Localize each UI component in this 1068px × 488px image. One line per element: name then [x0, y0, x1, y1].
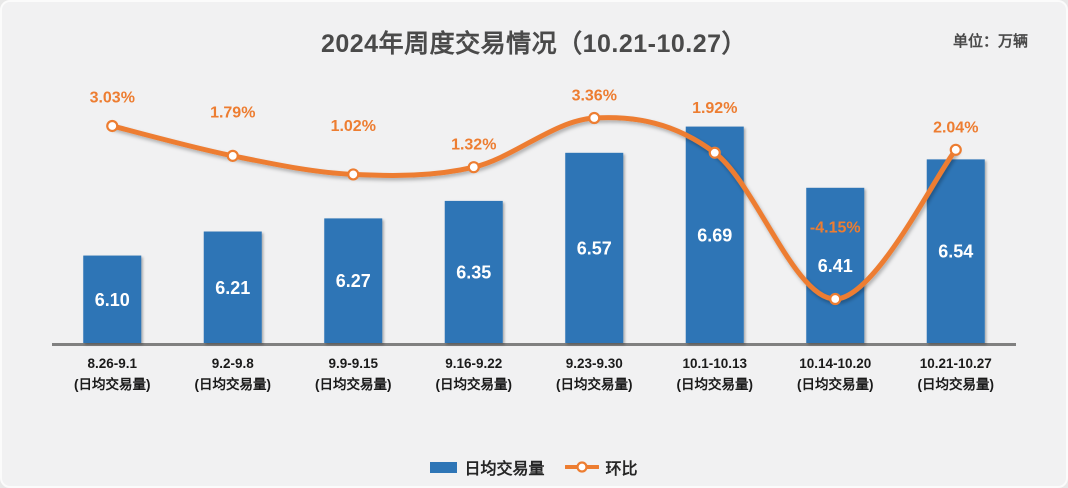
bar-9.23-9.30 — [565, 152, 624, 343]
bar-value-label: 6.27 — [336, 271, 371, 291]
legend-item-line-series: 环比 — [564, 455, 638, 479]
legend: 日均交易量 环比 — [2, 454, 1066, 480]
chart-title: 2024年周度交易情况（10.21-10.27） — [320, 30, 748, 58]
bar-10.1-10.13 — [685, 126, 744, 343]
bar-10.14-10.20 — [806, 187, 865, 343]
line-marker — [949, 143, 962, 156]
pct-label: 3.03% — [90, 89, 135, 106]
pct-label: 2.04% — [933, 119, 978, 136]
x-tick-label: 10.1-10.13 (日均交易量) — [677, 356, 754, 392]
x-tick-label: 9.2-9.8 (日均交易量) — [195, 356, 272, 392]
unit-label: 单位：万辆 — [952, 33, 1028, 50]
legend-item-bar-series: 日均交易量 — [430, 455, 545, 479]
line-marker — [588, 111, 601, 125]
x-tick-label: 9.16-9.22 (日均交易量) — [436, 356, 513, 392]
pct-label: 1.02% — [331, 118, 376, 135]
x-tick-label: 10.14-10.20 (日均交易量) — [797, 356, 874, 392]
bar-value-label: 6.54 — [938, 242, 973, 262]
bar-10.21-10.27 — [926, 159, 985, 343]
bar-value-label: 6.41 — [818, 256, 853, 276]
pct-label: 1.92% — [692, 100, 737, 117]
pct-label: 3.36% — [572, 88, 617, 105]
pct-label: 1.32% — [451, 137, 496, 154]
line-marker — [467, 161, 480, 174]
bar-value-label: 6.35 — [456, 262, 491, 282]
x-tick-label: 9.9-9.15 (日均交易量) — [315, 356, 392, 392]
line-marker — [226, 149, 239, 162]
bar-series-swatch-icon — [430, 461, 458, 473]
bar-9.9-9.15 — [324, 218, 383, 343]
line-marker — [347, 168, 360, 181]
bar-9.2-9.8 — [203, 231, 262, 343]
x-tick-label: 9.23-9.30 (日均交易量) — [556, 356, 633, 392]
bar-value-label: 6.21 — [215, 278, 250, 298]
bar-value-label: 6.57 — [577, 238, 612, 258]
line-series-swatch-icon — [564, 461, 599, 473]
pct-label: 1.79% — [210, 104, 255, 121]
x-tick-label: 8.26-9.1 (日均交易量) — [74, 356, 151, 392]
legend-label-bar: 日均交易量 — [464, 461, 545, 478]
legend-label-line: 环比 — [605, 461, 638, 478]
x-tick-label: 10.21-10.27 (日均交易量) — [918, 356, 995, 392]
bar-9.16-9.22 — [444, 200, 503, 343]
line-marker — [708, 146, 721, 159]
bar-value-label: 6.10 — [95, 290, 130, 310]
bar-8.26-9.1 — [83, 255, 142, 343]
line-marker — [106, 119, 119, 133]
pct-label: -4.15% — [810, 220, 861, 237]
line-marker — [829, 292, 842, 306]
bar-value-label: 6.69 — [697, 225, 732, 245]
